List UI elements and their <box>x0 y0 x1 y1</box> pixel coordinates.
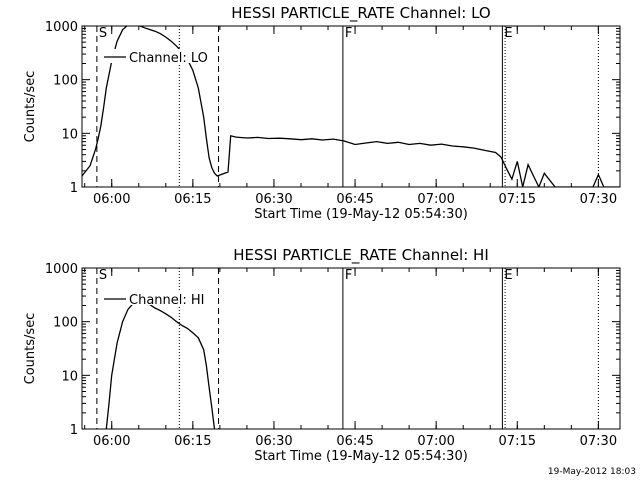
plot-frame <box>81 267 621 430</box>
y-axis-label: Counts/sec <box>23 313 38 385</box>
x-tick-label: 07:30 <box>580 434 617 449</box>
series-line <box>105 299 216 429</box>
x-tick-label: 06:00 <box>93 192 130 207</box>
marker-label-e: E <box>504 268 512 283</box>
x-axis-label: Start Time (19-May-12 05:54:30) <box>254 449 468 464</box>
x-tick-label: 07:00 <box>417 192 454 207</box>
marker-label-s: S <box>99 268 107 283</box>
footer-timestamp: 19-May-2012 18:03 <box>548 467 636 477</box>
x-tick-label: 07:15 <box>499 192 536 207</box>
marker-label-f: F <box>345 268 352 283</box>
y-tick-label: 1 <box>70 181 78 196</box>
x-tick-label: 07:00 <box>417 434 454 449</box>
marker-label-e: E <box>504 26 512 41</box>
y-tick-label: 10 <box>61 369 78 384</box>
legend-label: Channel: LO <box>129 51 208 66</box>
y-tick-label: 100 <box>53 74 78 89</box>
y-tick-label: 1000 <box>45 262 78 277</box>
marker-label-f: F <box>345 26 352 41</box>
legend-box <box>100 291 218 305</box>
y-tick-label: 1 <box>70 423 78 438</box>
x-tick-label: 06:00 <box>93 434 130 449</box>
chart-title: HESSI PARTICLE_RATE Channel: HI <box>233 246 489 265</box>
x-axis-label: Start Time (19-May-12 05:54:30) <box>254 207 468 222</box>
y-tick-label: 10 <box>61 127 78 142</box>
legend-label: Channel: HI <box>129 293 205 308</box>
x-tick-label: 06:15 <box>174 434 211 449</box>
plot-frame <box>81 25 621 188</box>
x-tick-label: 07:30 <box>580 192 617 207</box>
y-axis-label: Counts/sec <box>23 71 38 143</box>
hi-channel-panel: HESSI PARTICLE_RATE Channel: HI 06:00 06:1… <box>23 246 621 464</box>
x-tick-label: 06:15 <box>174 192 211 207</box>
y-tick-label: 100 <box>53 316 78 331</box>
legend-box <box>100 49 218 63</box>
lo-channel-panel: HESSI PARTICLE_RATE Channel: LO 06:00 06:1… <box>23 4 621 222</box>
x-tick-label: 06:45 <box>336 434 373 449</box>
marker-label-s: S <box>99 26 107 41</box>
chart-title: HESSI PARTICLE_RATE Channel: LO <box>231 4 490 23</box>
x-tick-label: 06:30 <box>255 192 292 207</box>
x-tick-label: 07:15 <box>499 434 536 449</box>
x-tick-label: 06:45 <box>336 192 373 207</box>
y-tick-label: 1000 <box>45 20 78 35</box>
series-line <box>82 26 620 187</box>
x-tick-label: 06:30 <box>255 434 292 449</box>
